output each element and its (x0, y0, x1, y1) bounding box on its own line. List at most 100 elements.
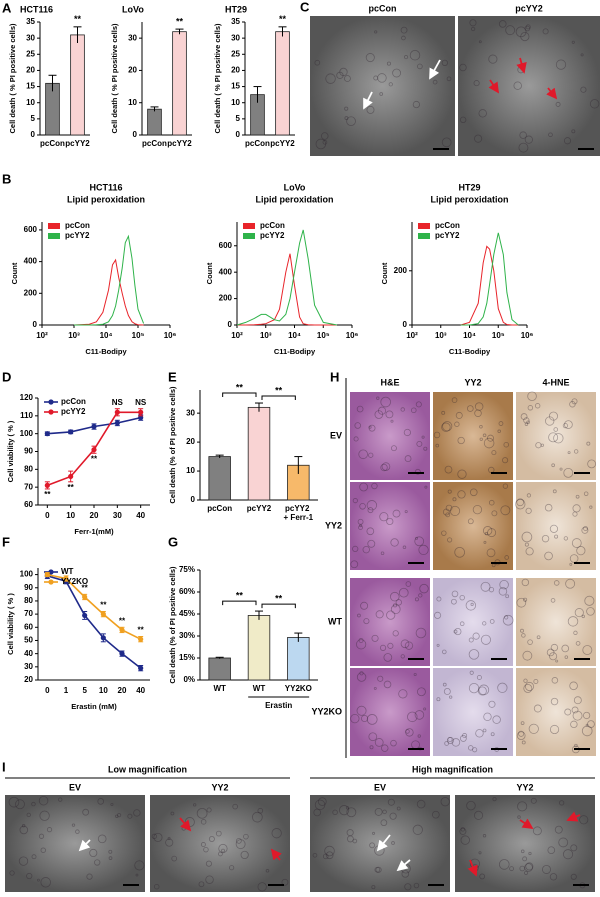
texture (574, 608, 584, 618)
texture (468, 682, 480, 694)
series-line (460, 245, 519, 326)
texture (336, 71, 344, 79)
texture (564, 708, 572, 716)
texture (419, 583, 429, 594)
texture (410, 407, 417, 414)
texture (392, 630, 399, 637)
texture (380, 551, 385, 556)
texture (362, 545, 370, 554)
texture (322, 139, 328, 145)
texture (358, 638, 364, 644)
texture (489, 619, 495, 624)
row-label: WT (328, 616, 342, 626)
texture (482, 728, 487, 733)
x-tick-label: WT (253, 684, 266, 693)
texture (574, 743, 578, 748)
texture (497, 429, 501, 434)
texture (460, 835, 470, 845)
arrow (467, 859, 478, 877)
panel-letter: I (2, 759, 6, 774)
marker (68, 473, 74, 480)
texture (232, 803, 238, 810)
x-tick-label: 10⁴ (463, 331, 476, 340)
texture (379, 644, 387, 651)
x-tick-label: 10⁵ (317, 331, 330, 340)
y-tick-label: 10 (26, 98, 35, 107)
chart-title: HT29 (458, 182, 480, 192)
texture (218, 843, 228, 854)
texture (581, 614, 585, 619)
texture (492, 797, 497, 802)
x-tick-label: 10⁵ (132, 331, 145, 340)
texture (344, 106, 349, 111)
texture (535, 442, 542, 449)
texture (527, 391, 537, 402)
texture (460, 827, 466, 832)
texture (281, 878, 289, 886)
texture (558, 837, 569, 848)
texture (357, 518, 364, 525)
texture (478, 684, 490, 696)
x-tick-label: pcCon (245, 139, 270, 148)
texture (482, 621, 487, 626)
x-axis-label: Ferr-1(mM) (74, 527, 114, 536)
group-label: Erastin (265, 701, 292, 710)
texture (252, 811, 263, 823)
texture (39, 810, 50, 821)
texture (544, 551, 553, 561)
texture (534, 403, 541, 409)
texture (541, 864, 552, 874)
texture (520, 31, 530, 42)
marker (91, 447, 97, 453)
texture (325, 73, 336, 84)
texture (478, 851, 482, 855)
texture (509, 866, 514, 872)
row-label: EV (330, 430, 342, 440)
texture (367, 539, 376, 548)
texture (522, 856, 528, 862)
texture (478, 40, 482, 44)
texture (416, 799, 426, 809)
texture (555, 59, 567, 70)
arrow (488, 79, 499, 94)
column-title: H&E (380, 377, 399, 387)
texture (359, 671, 364, 676)
y-tick-label: 70 (24, 609, 33, 618)
series-line (73, 258, 144, 326)
marker (114, 409, 120, 415)
texture (356, 705, 367, 716)
texture (520, 721, 525, 725)
texture (491, 450, 497, 456)
texture (467, 518, 474, 525)
texture (521, 578, 530, 587)
texture (573, 696, 582, 705)
texture (389, 812, 397, 820)
x-tick-label: pcYY2 (65, 139, 90, 148)
texture (498, 587, 508, 596)
chart-title: HCT116 (89, 182, 122, 192)
significance-label: ** (74, 14, 82, 24)
texture (391, 841, 395, 845)
texture (526, 420, 530, 425)
texture (451, 738, 461, 747)
texture (479, 437, 483, 441)
x-tick-label: pcYY2 (167, 139, 192, 148)
row-label: YY2 (325, 520, 342, 530)
texture (206, 807, 212, 813)
panel-letter: C (300, 0, 310, 14)
texture (549, 524, 559, 533)
texture (459, 735, 467, 742)
texture (523, 597, 528, 602)
legend-marker (48, 399, 54, 405)
texture (441, 410, 446, 415)
texture (533, 704, 542, 713)
texture (536, 635, 541, 640)
texture (215, 830, 222, 837)
texture (546, 648, 555, 657)
texture (324, 845, 335, 857)
y-tick-label: 60% (179, 587, 195, 596)
legend-swatch (418, 233, 430, 239)
x-axis-label: C11-Bodipy (274, 347, 316, 356)
significance-label: ** (236, 382, 244, 392)
x-tick-label: 10² (231, 331, 243, 340)
